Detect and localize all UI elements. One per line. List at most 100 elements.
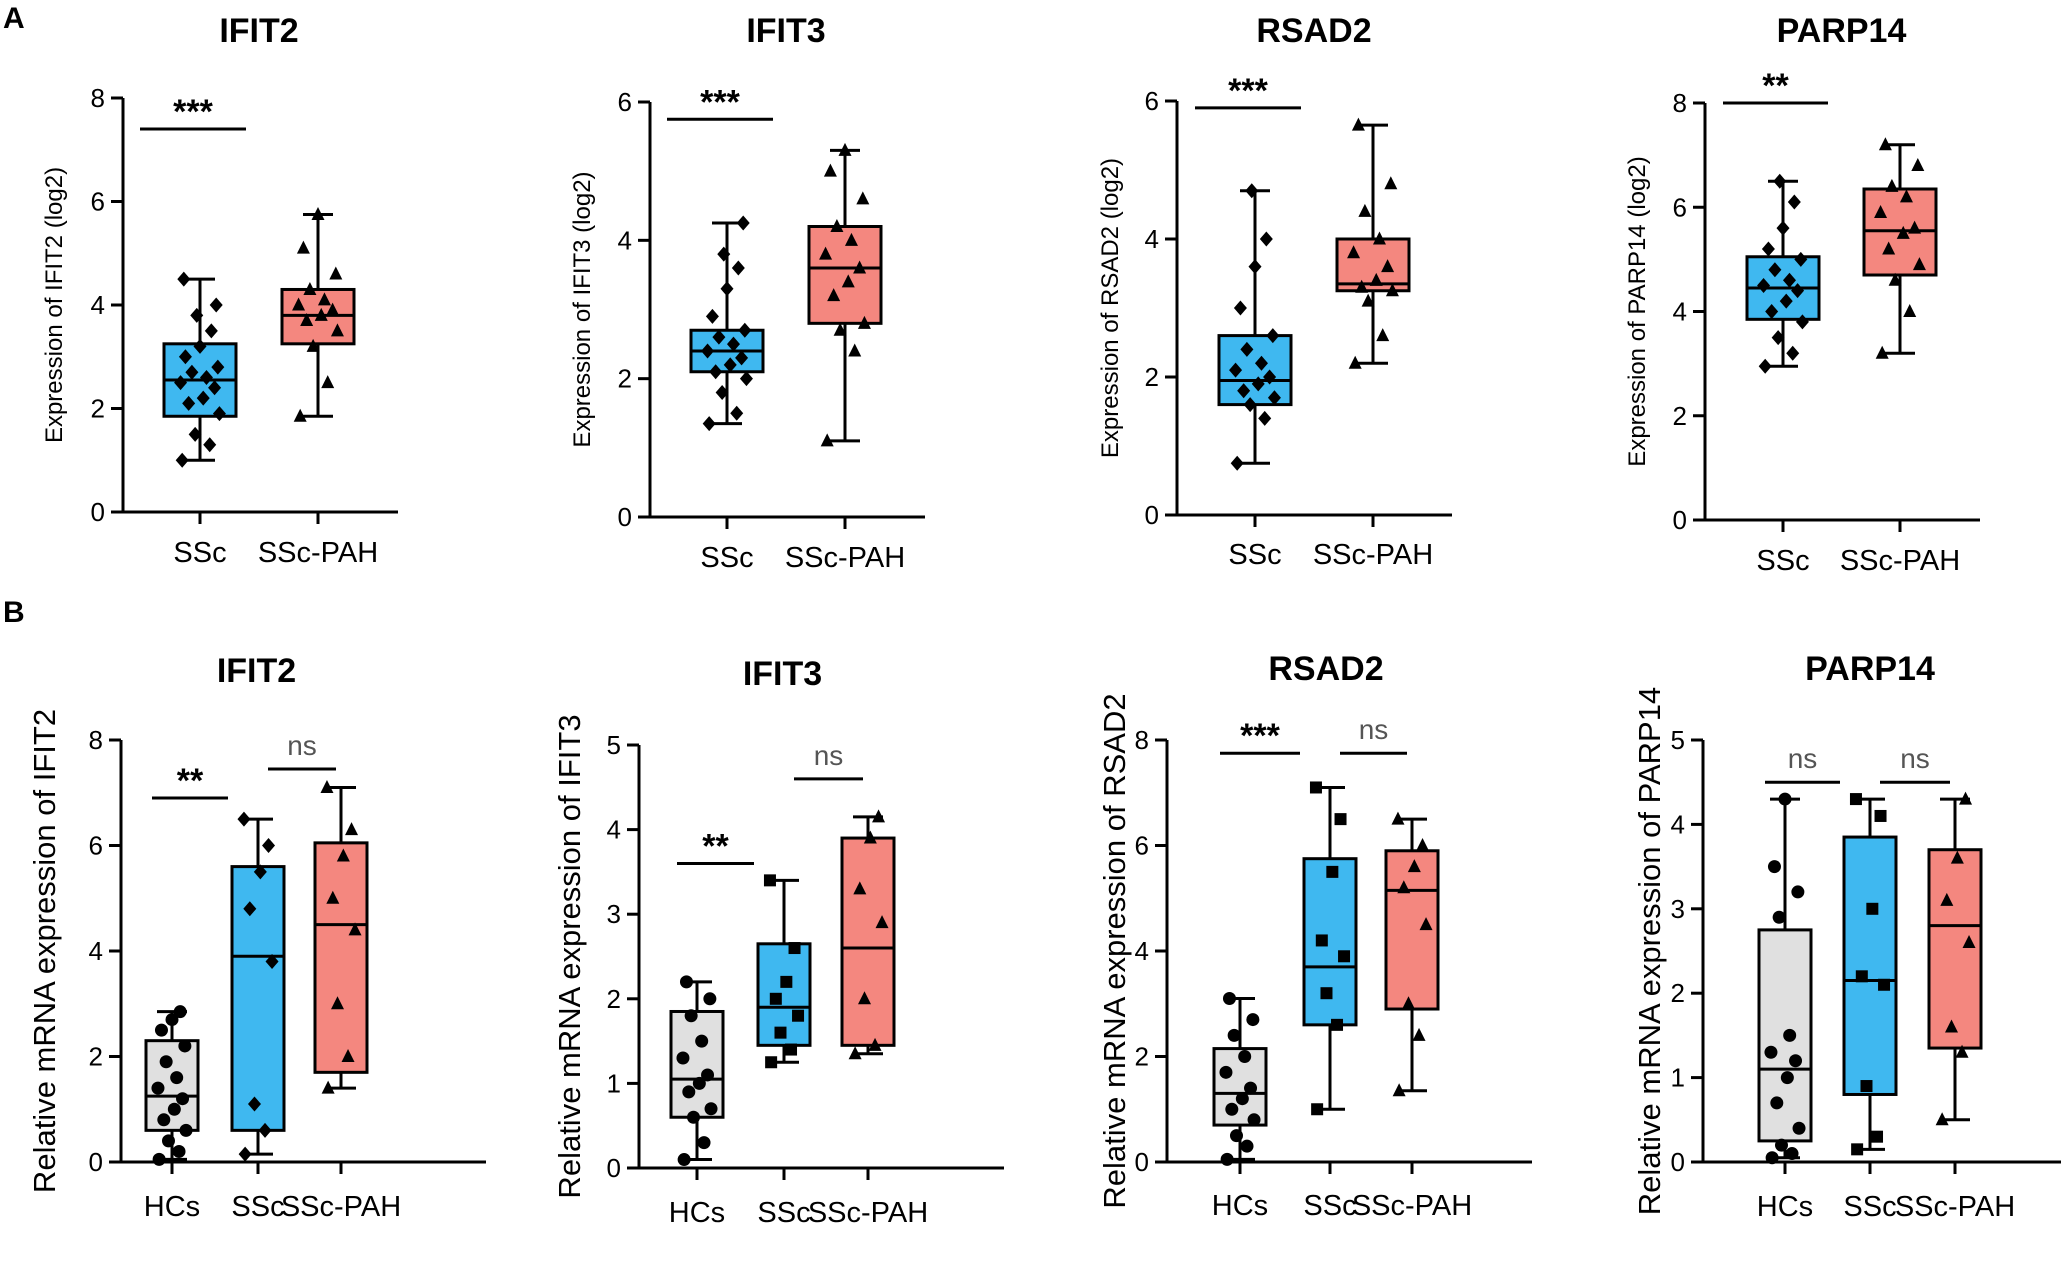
y-tick-label: 2 xyxy=(1671,978,1685,1008)
data-point xyxy=(820,433,834,447)
box-hcs xyxy=(1757,792,1813,1165)
data-point xyxy=(165,1013,179,1027)
y-tick-label: 0 xyxy=(1145,500,1159,530)
data-point xyxy=(1888,272,1902,286)
data-point xyxy=(1338,950,1351,963)
data-point xyxy=(1315,934,1328,947)
data-point xyxy=(676,1051,690,1065)
data-point xyxy=(321,375,335,389)
data-point xyxy=(326,890,340,904)
x-tick-label: SSc xyxy=(1303,1190,1356,1222)
data-point xyxy=(1780,1071,1794,1085)
significance-1: ns xyxy=(1765,743,1840,784)
box-iqr xyxy=(840,836,896,1047)
data-point xyxy=(1878,137,1892,151)
x-tick-label: HCs xyxy=(669,1197,725,1229)
data-point xyxy=(1376,328,1390,342)
significance-2: ns xyxy=(794,740,863,781)
y-tick-label: 4 xyxy=(1673,297,1687,327)
y-tick-label: 4 xyxy=(1671,809,1685,839)
box-ssc xyxy=(1302,781,1358,1116)
data-point xyxy=(848,343,862,357)
y-tick-label: 4 xyxy=(607,815,621,845)
data-point xyxy=(1309,781,1322,794)
data-point xyxy=(1764,1045,1778,1059)
data-point xyxy=(731,260,745,276)
data-point xyxy=(172,1144,186,1158)
significance-2: ns xyxy=(1880,743,1950,784)
data-point xyxy=(703,992,717,1006)
data-point xyxy=(1871,1130,1884,1143)
data-point xyxy=(1347,245,1361,259)
y-axis-label: Expression of IFIT2 (log2) xyxy=(41,167,68,443)
y-axis-label: Expression of IFIT3 (log2) xyxy=(569,171,596,447)
data-point xyxy=(1233,300,1247,316)
y-tick-label: 4 xyxy=(89,936,103,966)
data-point xyxy=(1944,1019,1958,1033)
x-tick-label: SSc xyxy=(700,542,753,574)
data-point xyxy=(159,1055,173,1069)
y-tick-label: 4 xyxy=(1145,224,1159,254)
x-tick-label: SSc xyxy=(1228,539,1281,571)
data-point xyxy=(704,1102,718,1116)
y-tick-label: 0 xyxy=(1673,505,1687,535)
data-point xyxy=(1935,1112,1949,1126)
data-point xyxy=(1235,1092,1249,1106)
data-point xyxy=(1358,203,1372,217)
y-tick-label: 2 xyxy=(607,984,621,1014)
chart-a2: 0 2 4 6 SSc SSc-PAH IFIT3 Expression of IFIT3 (… xyxy=(569,12,925,574)
x-tick-label: SSc-PAH xyxy=(1352,1190,1472,1222)
data-point xyxy=(1959,791,1973,805)
y-tick-label: 6 xyxy=(1673,192,1687,222)
data-point xyxy=(1765,1151,1779,1165)
data-point xyxy=(173,1005,187,1019)
data-point xyxy=(1771,330,1785,346)
data-point xyxy=(208,380,222,396)
data-point xyxy=(1348,355,1362,369)
data-point xyxy=(1940,892,1954,906)
chart-title: IFIT2 xyxy=(219,12,298,50)
data-point xyxy=(341,1049,355,1062)
data-point xyxy=(179,1123,193,1137)
data-point xyxy=(1885,178,1899,192)
data-point xyxy=(1258,410,1272,426)
data-point xyxy=(311,206,325,220)
data-point xyxy=(1772,910,1786,924)
y-axis-label: Relative mRNA expression of PARP14 xyxy=(1632,687,1667,1215)
y-tick-label: 8 xyxy=(89,725,103,755)
box-iqr xyxy=(807,225,883,325)
data-point xyxy=(1874,204,1888,218)
y-tick-label: 8 xyxy=(91,83,105,113)
data-point xyxy=(151,1081,165,1095)
data-point xyxy=(1267,390,1281,406)
data-point xyxy=(262,838,276,853)
data-point xyxy=(317,292,331,306)
significance-1: ** xyxy=(1723,67,1828,105)
data-point xyxy=(1230,455,1244,471)
data-point xyxy=(253,864,267,880)
data-point xyxy=(1240,341,1254,357)
data-point xyxy=(1361,293,1375,307)
data-point xyxy=(1311,1103,1324,1116)
data-point xyxy=(833,322,847,336)
data-point xyxy=(1263,369,1277,385)
significance-1: ** xyxy=(152,762,228,800)
data-point xyxy=(300,313,314,327)
box-iqr xyxy=(1384,849,1440,1011)
data-point xyxy=(293,408,307,422)
y-tick-label: 8 xyxy=(1135,725,1149,755)
data-point xyxy=(1950,850,1964,864)
data-point xyxy=(247,1096,261,1112)
data-point xyxy=(1778,792,1792,806)
data-point xyxy=(695,1034,709,1048)
data-point xyxy=(701,1068,715,1082)
data-point xyxy=(1225,1102,1239,1116)
data-point xyxy=(1381,259,1395,273)
data-point xyxy=(152,1152,166,1166)
data-point xyxy=(182,395,196,411)
panel-label-a: A xyxy=(3,2,25,35)
data-point xyxy=(1767,860,1781,874)
data-point xyxy=(296,240,310,254)
